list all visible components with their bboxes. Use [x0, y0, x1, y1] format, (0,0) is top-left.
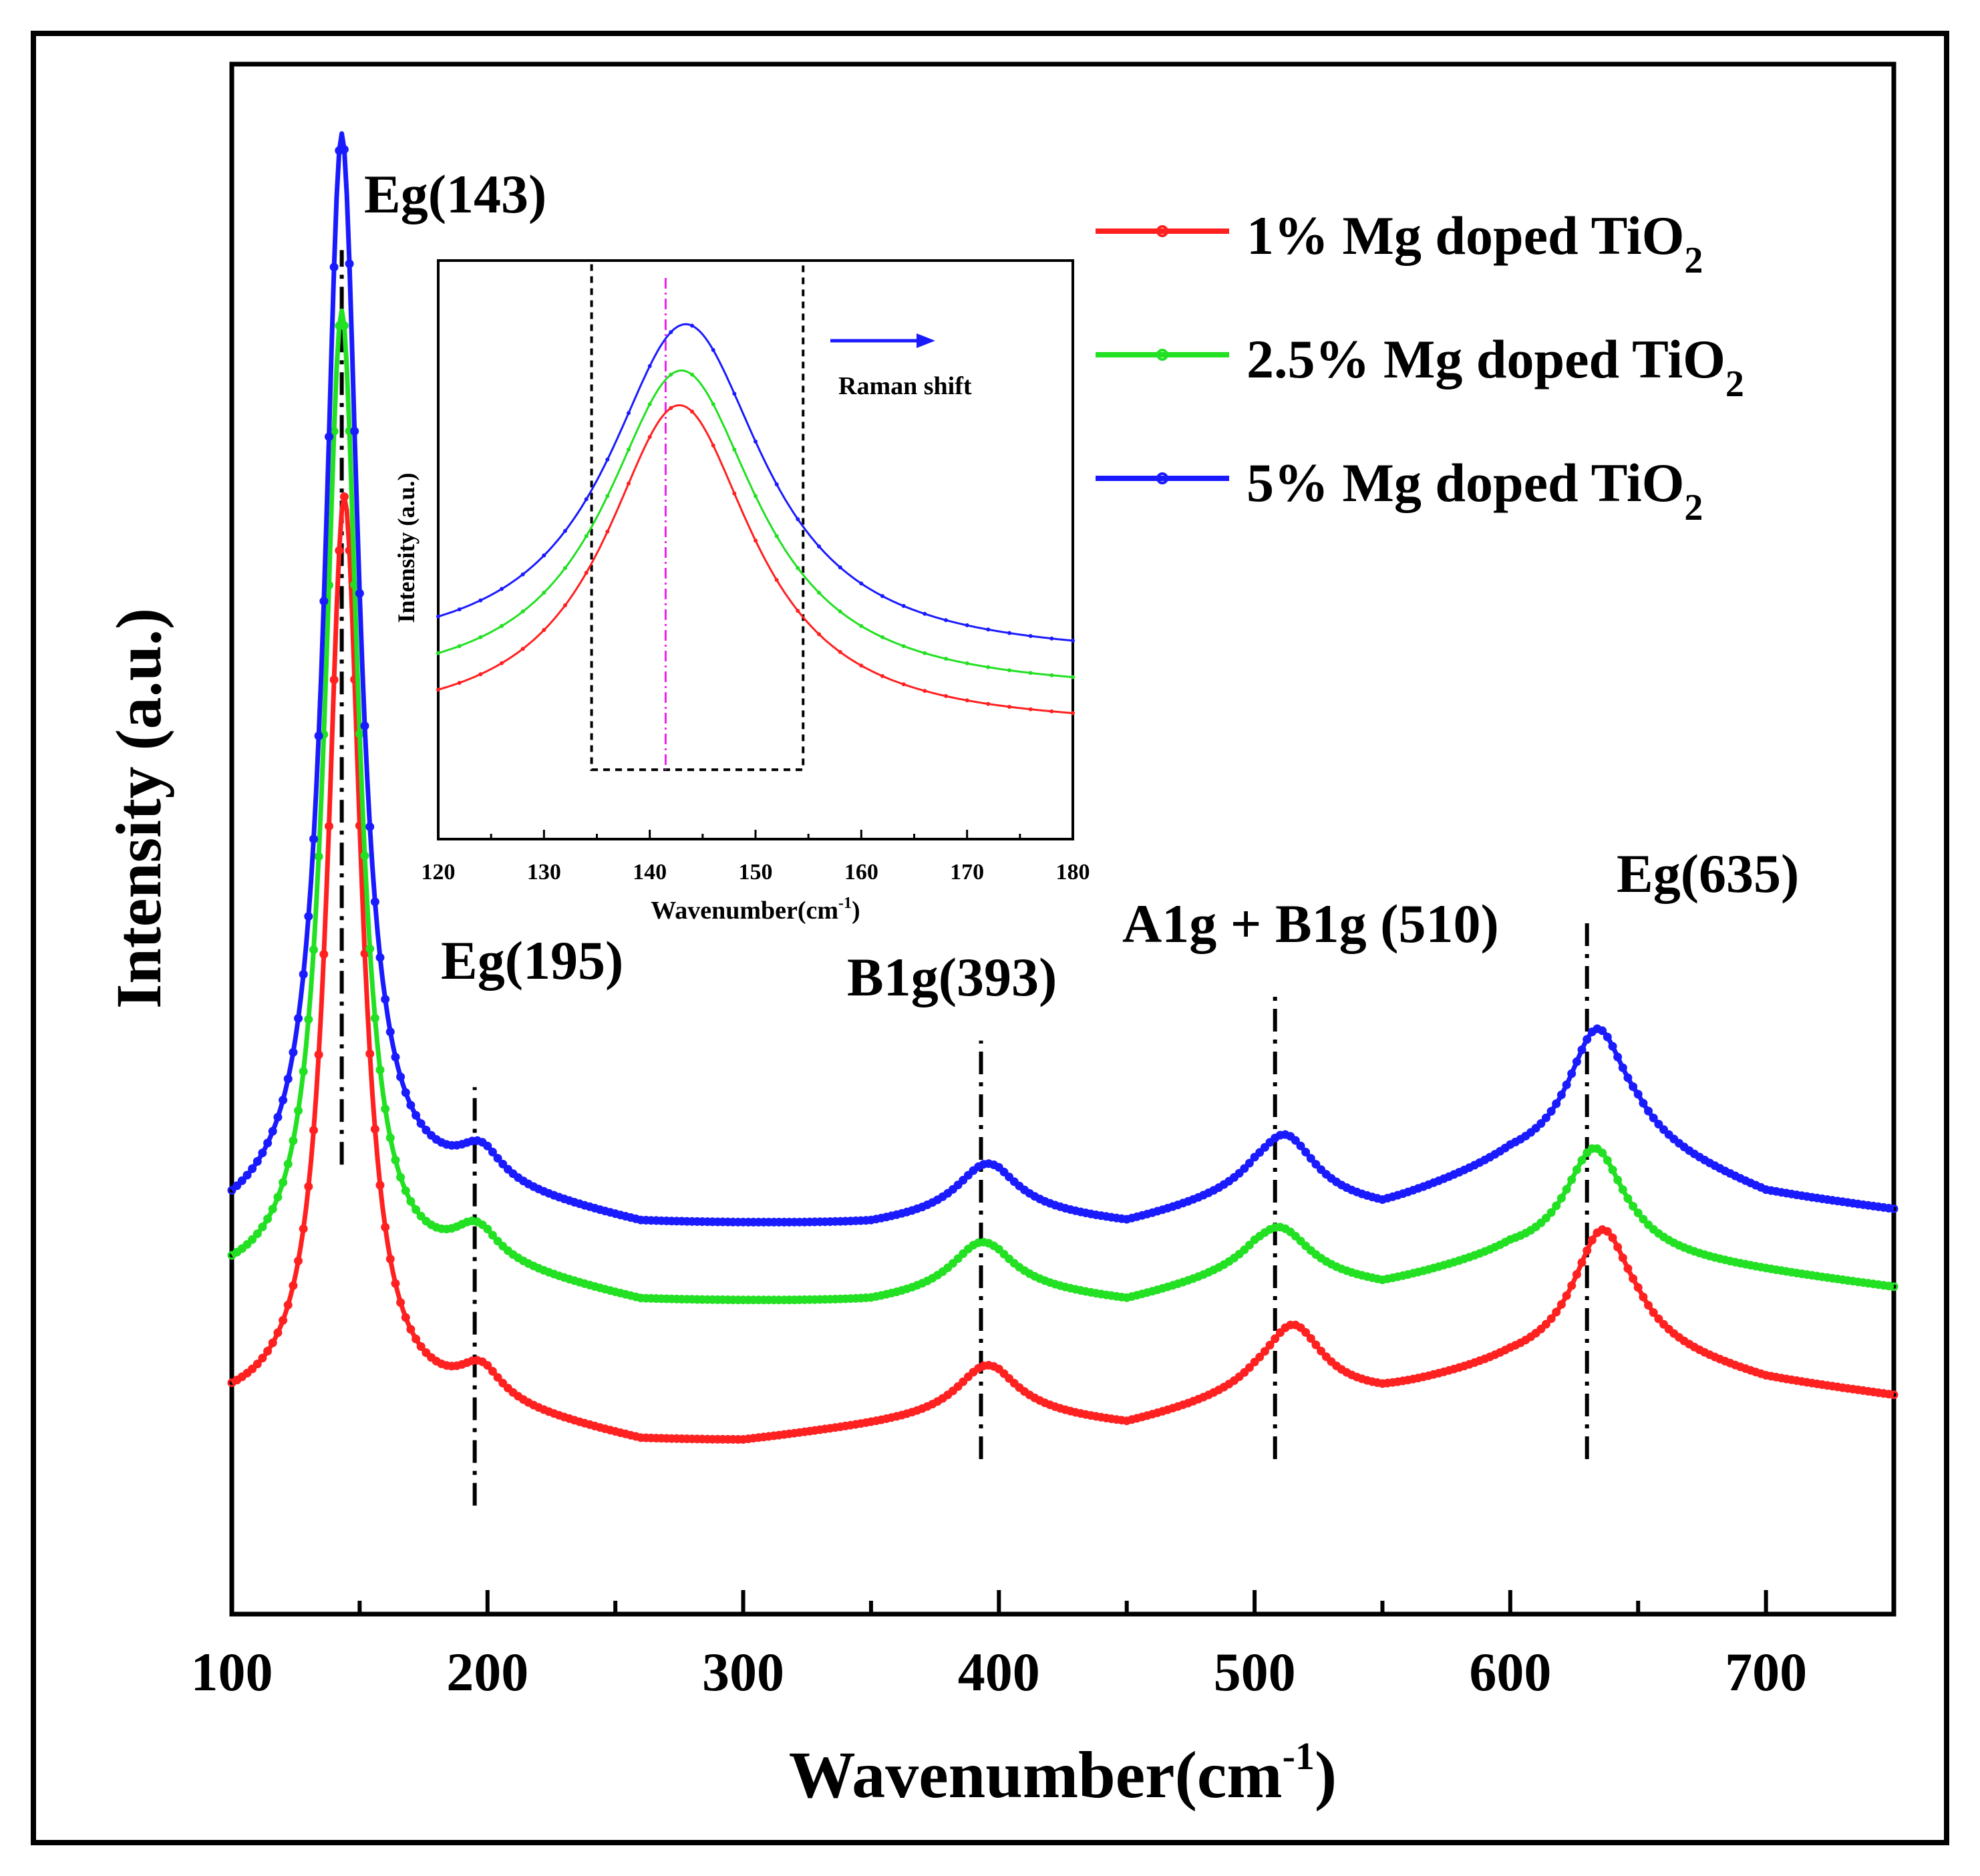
x-tick-label: 400	[958, 1642, 1040, 1702]
x-tick-label: 500	[1214, 1642, 1296, 1702]
figure-frame	[31, 31, 1949, 1845]
main-plot-frame	[229, 61, 1896, 1617]
main-x-ticks: 100 200 300 400 500 600 700	[191, 1590, 1896, 1702]
arrow-head-icon	[917, 333, 935, 348]
x-tick-label: 100	[191, 1642, 273, 1702]
legend-marker-1	[1156, 349, 1168, 361]
inset-x-axis-label-text: Wavenumber(cm	[651, 897, 838, 925]
annotation-label-3: A1g + B1g (510)	[1122, 893, 1499, 954]
legend-label-text: 1% Mg doped TiO	[1247, 205, 1684, 266]
inset-highlight-box	[590, 259, 805, 772]
x-tick-label: 300	[702, 1642, 784, 1702]
main-series-lines	[227, 131, 1899, 1444]
raman-shift-label: Raman shift	[838, 372, 972, 400]
main-x-axis-label-text: Wavenumber(cm	[789, 1738, 1283, 1812]
inset-plot-frame	[437, 259, 1074, 840]
inset-x-tick-label: 160	[844, 860, 878, 885]
annotation-label-2: B1g(393)	[847, 947, 1057, 1007]
inset-x-tick-label: 150	[739, 860, 773, 885]
legend-label-text: 2.5% Mg doped TiO	[1247, 329, 1725, 389]
legend-label-sub: 2	[1684, 487, 1703, 528]
main-plot: 100 200 300 400 500 600 700 Eg(143) Eg(195) B1g(…	[103, 61, 1899, 1812]
legend-label-sub: 2	[1725, 363, 1744, 405]
annotation-label-0: Eg(143)	[364, 164, 546, 224]
inset-x-tick-label: 140	[633, 860, 667, 885]
inset-x-axis-label-close: )	[852, 897, 860, 925]
inset-x-axis-label-sup: -1	[838, 895, 852, 912]
x-tick-label: 600	[1469, 1642, 1551, 1702]
legend-marker-2	[1156, 472, 1168, 484]
legend-label-0: 1% Mg doped TiO2	[1247, 205, 1703, 281]
inset-x-ticks: 120 130 140 150 160 170 180	[422, 830, 1090, 885]
annotation-labels: Eg(143) Eg(195) B1g(393) A1g + B1g (510) Eg(…	[364, 164, 1799, 1007]
x-tick-label: 700	[1725, 1642, 1807, 1702]
main-y-axis-label: Intensity (a.u.)	[103, 608, 174, 1009]
legend-label-sub: 2	[1684, 240, 1703, 281]
annotation-label-1: Eg(195)	[441, 930, 623, 991]
legend-label-text: 5% Mg doped TiO	[1247, 452, 1684, 513]
legend-marker-0	[1156, 225, 1168, 237]
series-markers-1	[227, 321, 1899, 1305]
inset-x-axis-label: Wavenumber(cm-1)	[651, 895, 860, 925]
x-tick-label: 200	[446, 1642, 528, 1702]
inset-x-tick-label: 170	[950, 860, 984, 885]
series-markers-2	[227, 145, 1899, 1227]
inset-plot: 120 130 140 150 160 170 180 Raman shift Wavenu…	[393, 259, 1090, 925]
main-x-axis-label-close: )	[1315, 1738, 1337, 1812]
main-x-axis-label: Wavenumber(cm-1)	[789, 1734, 1337, 1812]
inset-y-axis-label: Intensity (a.u.)	[393, 472, 420, 623]
inset-x-tick-label: 130	[527, 860, 561, 885]
legend-label-1: 2.5% Mg doped TiO2	[1247, 329, 1744, 405]
inset-x-tick-label: 120	[422, 860, 456, 885]
main-x-axis-label-sup: -1	[1283, 1734, 1315, 1778]
raman-shift-arrow	[830, 333, 935, 348]
legend-label-2: 5% Mg doped TiO2	[1247, 452, 1703, 528]
inset-x-tick-label: 180	[1056, 860, 1090, 885]
annotation-label-4: Eg(635)	[1617, 843, 1799, 904]
series-markers-0	[227, 492, 1899, 1444]
inset-series-lines	[436, 323, 1075, 716]
